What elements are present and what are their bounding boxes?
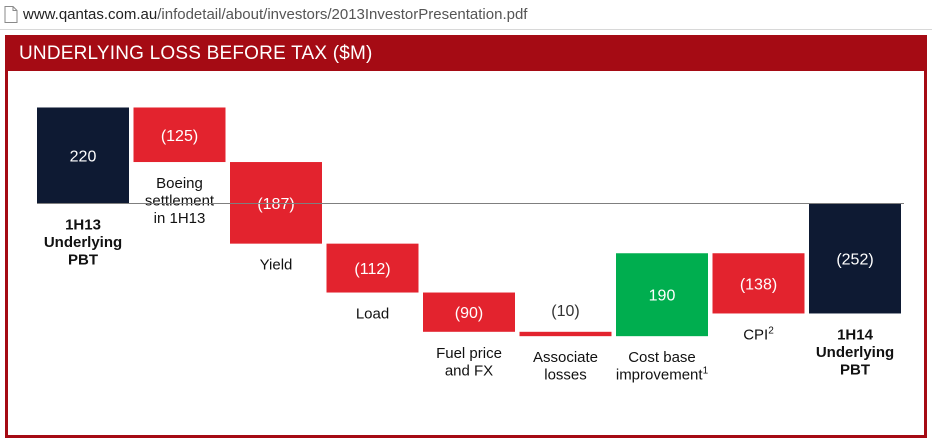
bar-cost-base-improvement — [616, 253, 708, 337]
slide: UNDERLYING LOSS BEFORE TAX ($M) 220 1H13 U… — [5, 35, 927, 438]
category-label-cost-base-improvement: Cost base improvement1 — [616, 349, 709, 384]
data-label-1h13-underlying-pbt: 220 — [70, 148, 97, 165]
url-path: /infodetail/about/investors/2013Investor… — [157, 6, 528, 23]
category-label-yield: Yield — [260, 257, 293, 274]
data-label-cpi: (138) — [740, 276, 777, 293]
bar-associate-losses — [519, 331, 612, 337]
bar-yield — [230, 162, 322, 244]
address-bar[interactable]: www.qantas.com.au/infodetail/about/inves… — [0, 0, 932, 30]
bar-fuel-price-and-fx — [423, 292, 515, 332]
address-bar-divider — [0, 29, 932, 30]
data-label-fuel-price-and-fx: (90) — [455, 305, 483, 322]
category-label-associate-losses: Associate losses — [533, 349, 598, 384]
bar-1h14-underlying-pbt — [809, 203, 901, 314]
url-text[interactable]: www.qantas.com.au/infodetail/about/inves… — [23, 5, 527, 25]
slide-title: UNDERLYING LOSS BEFORE TAX ($M) — [19, 43, 373, 64]
data-label-cost-base-improvement: 190 — [649, 288, 676, 305]
bar-boeing-settlement-in-1h13 — [133, 107, 226, 163]
data-label-load: (112) — [354, 261, 390, 278]
category-label-load: Load — [356, 306, 389, 323]
bar-cpi — [712, 253, 805, 314]
category-label-boeing-settlement-in-1h13: Boeing settlement in 1H13 — [145, 175, 215, 227]
category-label-1h13-underlying-pbt: 1H13 Underlying PBT — [44, 217, 122, 269]
url-host: www.qantas.com.au — [23, 6, 158, 23]
waterfall-chart: 220 1H13 Underlying PBT (125) Boeing settlemen… — [37, 107, 904, 384]
data-label-1h14-underlying-pbt: (252) — [836, 251, 873, 268]
data-label-boeing-settlement-in-1h13: (125) — [161, 128, 198, 145]
bar-1h13-underlying-pbt — [37, 107, 129, 204]
data-label-yield: (187) — [257, 196, 294, 213]
slide-header: UNDERLYING LOSS BEFORE TAX ($M) — [8, 35, 924, 71]
category-label-cpi: CPI2 — [743, 325, 774, 343]
data-label-associate-losses: (10) — [551, 303, 579, 320]
bar-load — [326, 243, 419, 293]
category-label-1h14-underlying-pbt: 1H14 Underlying PBT — [816, 326, 894, 378]
document-icon — [4, 6, 18, 23]
category-label-fuel-price-and-fx: Fuel price and FX — [436, 345, 502, 380]
